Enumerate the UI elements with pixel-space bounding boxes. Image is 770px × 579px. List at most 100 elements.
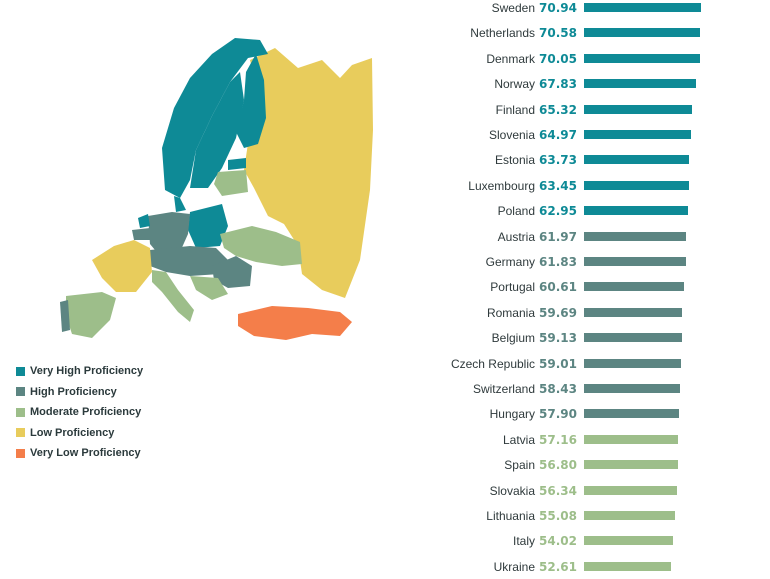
- score-label: 52.61: [539, 559, 577, 574]
- score-label: 59.13: [539, 331, 577, 346]
- map-region-turkey: [238, 306, 352, 340]
- map-region-central: [150, 246, 230, 276]
- bar: [584, 3, 701, 12]
- country-label: Sweden: [491, 1, 535, 15]
- country-label: Slovenia: [488, 128, 535, 142]
- country-label: Italy: [512, 534, 535, 549]
- bar-row: Denmark 70.05: [0, 51, 770, 71]
- score-label: 57.90: [539, 407, 577, 422]
- bar: [584, 384, 681, 393]
- map-region-portugal: [60, 300, 70, 332]
- score-label: 55.08: [539, 509, 577, 523]
- bar-row: Finland 65.32: [0, 102, 770, 122]
- country-label: Netherlands: [470, 26, 535, 41]
- bar-row: Estonia 63.73: [0, 152, 770, 172]
- bar: [584, 358, 682, 368]
- map-region-ukraine: [220, 226, 302, 266]
- legend-item: Low Proficiency: [16, 423, 143, 444]
- bar: [584, 307, 683, 317]
- bar: [584, 28, 701, 38]
- map-region-netherlands: [138, 214, 150, 228]
- country-label: Ukraine: [493, 559, 535, 574]
- map-region-romania: [212, 256, 252, 288]
- score-label: 54.02: [539, 534, 577, 549]
- legend: Very High Proficiency High Proficiency Mod…: [16, 361, 143, 464]
- legend-label: Low Proficiency: [30, 426, 115, 439]
- bar-row: Netherlands 70.58: [0, 25, 770, 45]
- map-region-spain: [66, 292, 116, 338]
- map-region-germany: [148, 212, 190, 256]
- map-region-sweden: [190, 72, 244, 188]
- score-label: 61.83: [539, 255, 577, 269]
- bar-row: Norway 67.83: [0, 76, 770, 96]
- score-label: 59.69: [539, 305, 577, 320]
- score-label: 64.97: [539, 128, 577, 142]
- bar-row: Hungary 57.90: [0, 406, 770, 426]
- score-label: 63.73: [539, 153, 577, 168]
- legend-swatch: [16, 366, 25, 376]
- bar-row: Lithuania 55.08: [0, 508, 770, 528]
- score-label: 70.58: [539, 26, 577, 41]
- legend-item: High Proficiency: [16, 382, 143, 403]
- bar-row: Austria 61.97: [0, 229, 770, 249]
- score-label: 59.01: [539, 356, 577, 371]
- score-label: 60.61: [539, 280, 577, 295]
- country-label: Denmark: [486, 51, 535, 66]
- score-label: 62.95: [539, 204, 577, 219]
- legend-label: Moderate Proficiency: [30, 406, 142, 419]
- bar: [584, 511, 675, 520]
- legend-item: Very High Proficiency: [16, 361, 143, 382]
- country-label: Poland: [497, 204, 535, 219]
- country-label: Lithuania: [486, 509, 535, 523]
- bar-row: Czech Republic 59.01: [0, 356, 770, 376]
- bar: [584, 333, 682, 343]
- bar: [584, 79, 696, 89]
- bar: [584, 130, 692, 139]
- country-label: Latvia: [502, 432, 535, 447]
- europe-proficiency-map: [40, 20, 385, 350]
- bar: [584, 536, 674, 546]
- bar: [584, 485, 677, 495]
- score-label: 57.16: [539, 432, 577, 447]
- map-region-balkans: [190, 276, 228, 300]
- country-label: Czech Republic: [450, 356, 535, 371]
- bar-row: Belgium 59.13: [0, 330, 770, 350]
- bar: [584, 104, 692, 114]
- country-label: Portugal: [490, 280, 535, 295]
- country-label: Finland: [495, 102, 535, 117]
- score-label: 56.80: [539, 458, 577, 473]
- country-label: Norway: [494, 77, 535, 92]
- score-label: 58.43: [539, 382, 577, 396]
- map-region-italy: [152, 270, 194, 322]
- bar: [584, 231, 687, 241]
- map-region-russia: [244, 48, 373, 298]
- legend-item: Moderate Proficiency: [16, 402, 143, 423]
- score-label: 61.97: [539, 229, 577, 244]
- bar-row: Luxembourg 63.45: [0, 178, 770, 198]
- bar-row: Latvia 57.16: [0, 432, 770, 452]
- map-region-belgium: [132, 228, 150, 240]
- country-label: Spain: [504, 458, 535, 473]
- legend-label: Very Low Proficiency: [30, 447, 141, 460]
- legend-swatch: [16, 428, 25, 438]
- map-region-denmark: [174, 196, 186, 212]
- bar: [584, 180, 689, 190]
- bar-row: Portugal 60.61: [0, 279, 770, 299]
- map-region-france: [92, 240, 152, 292]
- score-label: 67.83: [539, 77, 577, 92]
- bar: [584, 460, 678, 470]
- score-label: 70.94: [539, 1, 577, 15]
- legend-item: Very Low Proficiency: [16, 443, 143, 464]
- score-label: 63.45: [539, 178, 577, 193]
- score-label: 56.34: [539, 483, 577, 498]
- bar-row: Ukraine 52.61: [0, 559, 770, 579]
- map-region-estonia: [228, 158, 246, 170]
- bar: [584, 282, 684, 292]
- map-region-finland: [236, 54, 266, 148]
- bar-row: Slovakia 56.34: [0, 483, 770, 503]
- country-label: Switzerland: [472, 382, 535, 396]
- country-label: Belgium: [491, 331, 535, 346]
- bar: [584, 206, 688, 216]
- map-region-norway: [162, 38, 268, 198]
